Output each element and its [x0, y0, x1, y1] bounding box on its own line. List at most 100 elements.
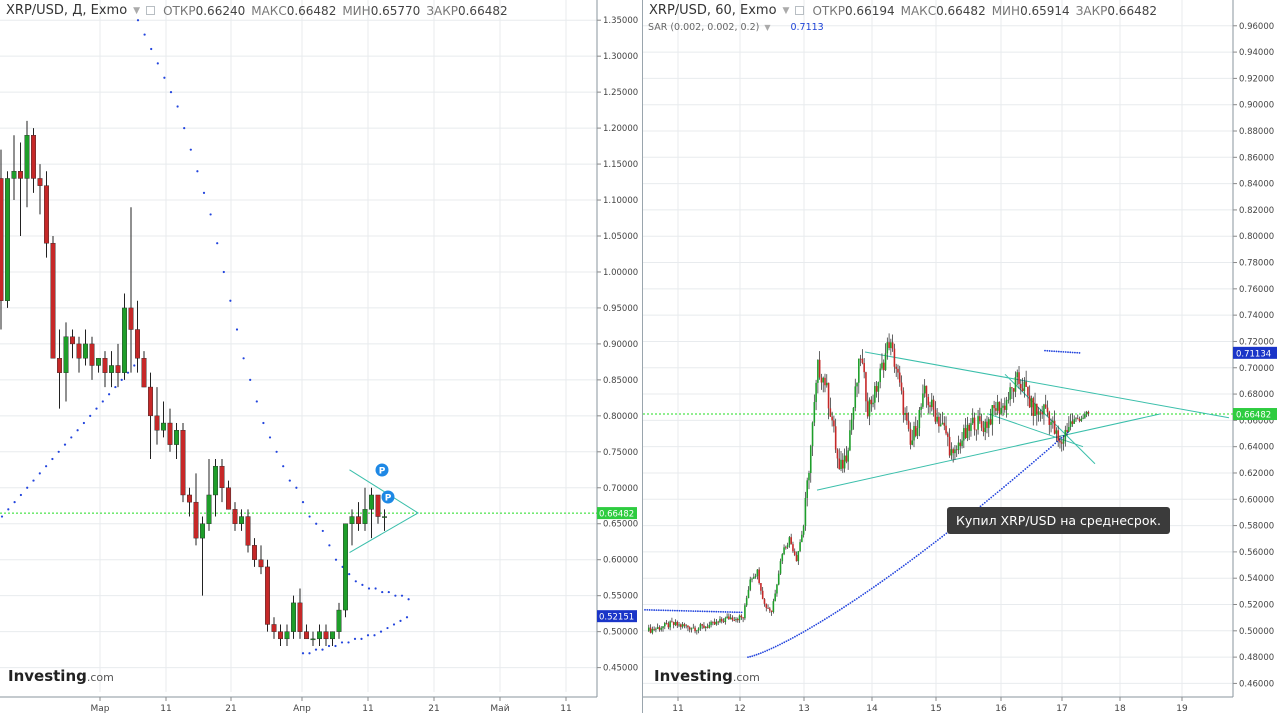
- sar-dot: [789, 638, 792, 640]
- candle: [147, 386, 153, 417]
- y-tick-label: 0.54000: [1239, 574, 1274, 584]
- sar-tag-label: 0.71134: [1236, 349, 1271, 359]
- y-tick-label: 1.35000: [603, 16, 638, 26]
- chevron-down-icon[interactable]: ▼: [782, 5, 790, 16]
- y-tick-label: 1.25000: [603, 88, 638, 98]
- sar-dot: [392, 623, 396, 626]
- hourly-high-value: 0.66482: [936, 3, 986, 18]
- candle: [692, 627, 695, 629]
- hourly-symbol-label[interactable]: XRP/USD, 60, Exmo: [649, 3, 777, 18]
- candle: [858, 358, 860, 383]
- candle: [694, 627, 696, 632]
- candle: [680, 624, 682, 627]
- sar-dot: [928, 545, 931, 548]
- candle: [824, 377, 826, 386]
- candle: [24, 135, 30, 179]
- sar-dot: [262, 421, 265, 425]
- hourly-chart-panel[interactable]: 0.46000 0.48000 0.50000 0.52000 0.54000 0.560…: [643, 0, 1280, 713]
- sar-dot: [1055, 350, 1058, 353]
- candle: [822, 377, 825, 383]
- candle: [931, 399, 933, 408]
- candle: [868, 399, 871, 417]
- daily-open-label: ОТКР: [163, 3, 196, 18]
- chevron-down-icon[interactable]: ▼: [764, 23, 771, 32]
- y-tick-label: 0.80000: [1239, 232, 1274, 242]
- candle: [783, 547, 785, 555]
- sar-dot: [361, 583, 364, 586]
- sar-dot: [911, 558, 914, 561]
- candle: [219, 465, 225, 488]
- trade-note-label[interactable]: Купил XRP/USD на среднесрок.: [947, 507, 1170, 534]
- sar-indicator-row[interactable]: SAR (0.002, 0.002, 0.2) ▼ 0.7113: [648, 22, 824, 33]
- x-tick-label: 19: [1176, 704, 1188, 713]
- sar-dot: [120, 378, 123, 381]
- sar-dot: [851, 600, 854, 603]
- candle: [1028, 395, 1031, 408]
- sar-dot: [919, 552, 922, 554]
- candle: [818, 359, 821, 378]
- sar-dot: [1003, 486, 1005, 488]
- sar-dot: [1005, 484, 1008, 487]
- candle: [893, 348, 896, 367]
- candle: [895, 366, 897, 369]
- daily-chart-panel[interactable]: 0.45000 0.50000 0.55000 0.60000 0.65000 0.700…: [0, 0, 643, 713]
- sar-dot: [813, 624, 816, 627]
- candle: [323, 631, 329, 640]
- candle: [998, 401, 1001, 414]
- sar-dot: [13, 501, 16, 504]
- settings-square-icon[interactable]: [146, 6, 156, 15]
- candle: [852, 407, 855, 420]
- candle: [920, 406, 922, 410]
- candle: [0, 178, 4, 301]
- settings-square-icon[interactable]: [795, 6, 805, 15]
- candle: [683, 624, 686, 626]
- sar-dot: [811, 626, 813, 628]
- candle: [95, 358, 101, 366]
- chevron-down-icon[interactable]: ▼: [133, 5, 141, 16]
- candle: [765, 603, 768, 608]
- candle: [696, 630, 698, 632]
- candle: [1009, 387, 1011, 400]
- candle: [1007, 399, 1010, 401]
- sar-dot: [907, 561, 909, 564]
- candle: [69, 336, 75, 345]
- y-tick-label: 0.72000: [1239, 337, 1274, 347]
- sar-dot: [328, 544, 331, 547]
- candle: [809, 446, 812, 474]
- sar-dot: [1071, 351, 1074, 354]
- sar-dot: [314, 648, 318, 651]
- sar-dot: [407, 598, 410, 601]
- sar-dot: [209, 213, 212, 216]
- sar-dot: [288, 479, 291, 482]
- candle: [966, 424, 969, 439]
- daily-high-value: 0.66482: [286, 3, 337, 18]
- candle: [369, 494, 375, 510]
- sar-dot: [847, 603, 850, 606]
- candle: [897, 368, 899, 373]
- sar-dot: [95, 407, 98, 410]
- candle: [655, 628, 657, 630]
- sar-dot: [222, 270, 225, 274]
- candle: [193, 501, 199, 539]
- hourly-chart-canvas[interactable]: 0.46000 0.48000 0.50000 0.52000 0.54000 0.560…: [643, 0, 1280, 713]
- sar-dot: [348, 572, 351, 576]
- y-tick-label: 0.90000: [603, 340, 638, 350]
- candle: [865, 372, 867, 402]
- candle: [343, 523, 349, 611]
- candle: [747, 589, 750, 599]
- sar-dot: [1057, 350, 1060, 353]
- candle: [63, 336, 69, 373]
- daily-chart-canvas[interactable]: 0.45000 0.50000 0.55000 0.60000 0.65000 0.700…: [0, 0, 643, 713]
- y-tick-label: 0.64000: [1239, 443, 1274, 453]
- sar-dot: [804, 629, 807, 632]
- sar-dot: [0, 515, 4, 518]
- sar-dot: [896, 569, 899, 572]
- candle: [1053, 420, 1056, 434]
- sar-tag-label: 0.52151: [599, 613, 634, 623]
- sar-dot: [994, 493, 997, 495]
- sar-dot: [753, 654, 756, 657]
- candle: [973, 417, 976, 430]
- candle: [712, 621, 714, 623]
- daily-symbol-label[interactable]: XRP/USD, Д, Exmo: [6, 3, 128, 18]
